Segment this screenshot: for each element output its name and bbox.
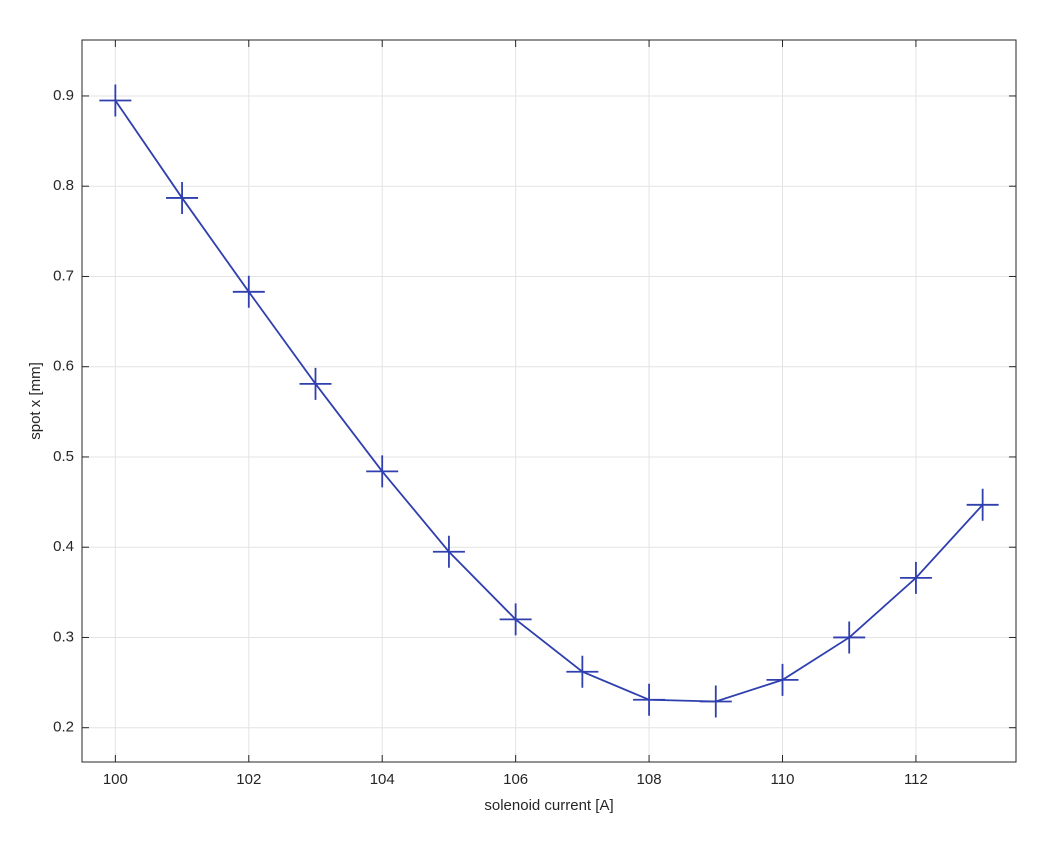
data-point (833, 621, 866, 654)
y-tick-label: 0.6 (53, 358, 74, 375)
x-tick-label: 104 (370, 771, 395, 788)
data-point (766, 663, 799, 696)
data-point (166, 181, 199, 214)
data-point (966, 488, 999, 521)
x-tick-label: 100 (103, 771, 128, 788)
y-tick-label: 0.9 (53, 87, 74, 104)
data-line (114, 99, 984, 703)
x-axis-label: solenoid current [A] (484, 797, 613, 814)
data-point (699, 685, 732, 718)
y-axis-label: spot x [mm] (27, 362, 44, 440)
data-point (232, 275, 265, 308)
x-tick-label: 112 (904, 771, 928, 788)
x-tick-label: 106 (503, 771, 528, 788)
x-tick-label: 110 (771, 771, 795, 788)
data-point (99, 84, 132, 117)
data-point (299, 367, 332, 400)
plot-frame (81, 39, 1017, 763)
data-point (899, 561, 932, 594)
y-tick-label: 0.3 (53, 628, 74, 645)
data-point (432, 535, 465, 568)
data-point (566, 655, 599, 688)
x-tick-label: 102 (236, 771, 261, 788)
data-point (366, 455, 399, 488)
y-tick-label: 0.4 (53, 538, 74, 555)
y-tick-label: 0.2 (53, 719, 74, 736)
y-tick-label: 0.5 (53, 448, 74, 465)
y-tick-label: 0.7 (53, 267, 74, 284)
x-tick-label: 108 (637, 771, 662, 788)
data-point (499, 603, 532, 636)
y-tick-label: 0.8 (53, 177, 74, 194)
data-point (633, 683, 666, 716)
